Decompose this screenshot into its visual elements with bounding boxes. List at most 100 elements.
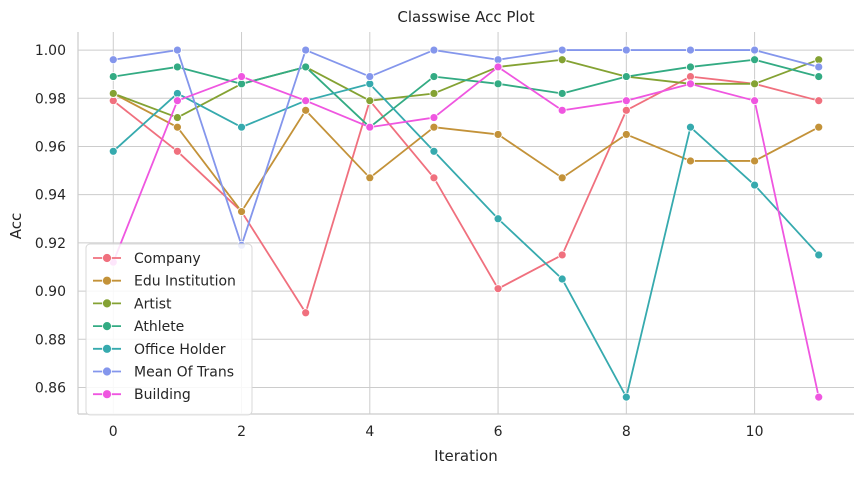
data-point	[621, 392, 631, 402]
data-point	[429, 72, 439, 81]
data-point	[173, 62, 182, 72]
legend-swatch-marker	[102, 343, 112, 354]
series-mean-of-trans	[108, 45, 824, 250]
data-point	[686, 122, 695, 132]
y-tick-label: 0.92	[35, 236, 66, 252]
legend-label: Building	[134, 387, 191, 403]
data-point	[108, 55, 118, 65]
chart-title: Classwise Acc Plot	[397, 8, 534, 26]
data-point	[365, 72, 375, 81]
data-point	[686, 62, 695, 72]
data-point	[557, 274, 567, 284]
data-point	[429, 173, 439, 183]
data-point	[493, 62, 503, 72]
legend-item: Athlete	[93, 319, 184, 335]
series-artist	[108, 55, 824, 122]
data-point	[621, 105, 631, 115]
x-tick-label: 6	[494, 424, 503, 440]
series-line	[112, 92, 820, 213]
series-line	[113, 49, 819, 247]
axes: 0 2 4 6 8 10 0.86 0.88 0.90 0.92 0.94 0.96 0.98 1.00	[35, 32, 854, 440]
series-office-holder	[108, 79, 824, 402]
y-tick-label: 0.86	[35, 380, 66, 396]
legend-swatch-marker	[102, 298, 112, 309]
legend-swatch-marker	[102, 253, 112, 263]
data-point	[429, 122, 439, 132]
legend-item: Company	[93, 251, 201, 267]
series-line	[112, 58, 820, 119]
data-point	[493, 214, 503, 224]
data-point	[750, 45, 759, 55]
data-point	[237, 122, 246, 132]
data-point	[621, 130, 631, 139]
series-athlete	[108, 55, 824, 132]
data-point	[621, 45, 631, 55]
series-line	[113, 58, 819, 129]
data-point	[621, 96, 631, 106]
y-axis-title: Acc	[7, 213, 25, 240]
legend-item: Mean Of Trans	[93, 365, 234, 381]
y-tick-label: 0.96	[35, 139, 66, 155]
data-point	[557, 173, 567, 183]
series-lines	[108, 45, 824, 402]
data-point	[814, 392, 824, 402]
x-tick-label: 0	[109, 424, 118, 440]
data-point	[108, 96, 118, 106]
y-tick-label: 0.94	[35, 188, 66, 204]
legend-item: Building	[93, 387, 191, 403]
data-point	[429, 89, 439, 98]
data-point	[108, 89, 118, 98]
y-tick-label: 0.98	[35, 91, 66, 107]
legend-swatch-marker	[102, 366, 112, 377]
data-point	[750, 180, 759, 190]
data-point	[686, 79, 695, 89]
legend-item: Office Holder	[93, 342, 226, 358]
legend-label: Athlete	[134, 319, 184, 335]
data-point	[173, 113, 182, 122]
data-point	[557, 250, 567, 260]
data-point	[173, 45, 182, 55]
data-point	[686, 45, 695, 55]
data-point	[814, 72, 824, 81]
y-tick-label: 0.88	[35, 332, 66, 348]
legend-swatch-marker	[102, 389, 112, 400]
x-tick-label: 8	[622, 424, 631, 440]
data-point	[173, 96, 182, 106]
legend-swatch-marker	[102, 321, 112, 332]
x-axis-title: Iteration	[434, 447, 498, 465]
data-point	[365, 173, 375, 183]
series-line	[112, 82, 820, 399]
data-point	[365, 79, 375, 89]
data-point	[429, 45, 439, 55]
data-point	[814, 250, 824, 260]
data-point	[493, 79, 503, 89]
legend-label: Mean Of Trans	[134, 365, 234, 381]
series-edu-institution	[108, 89, 824, 216]
data-point	[814, 96, 824, 106]
data-point	[237, 79, 246, 89]
data-point	[237, 72, 246, 81]
legend-item: Edu Institution	[93, 274, 236, 290]
data-point	[173, 89, 182, 98]
legend-label: Edu Institution	[134, 274, 236, 290]
data-point	[814, 62, 824, 72]
data-point	[686, 156, 695, 166]
data-point	[108, 72, 118, 81]
data-point	[814, 55, 824, 65]
data-point	[621, 72, 631, 81]
data-point	[365, 122, 375, 132]
series-line	[112, 66, 820, 398]
legend-item: Artist	[93, 296, 172, 312]
data-point	[557, 55, 567, 65]
y-tick-label: 0.90	[35, 284, 66, 300]
legend-label: Company	[134, 251, 201, 267]
legend-box	[85, 243, 253, 416]
legend-swatch-marker	[102, 275, 112, 286]
data-point	[493, 284, 503, 294]
data-point	[173, 146, 182, 156]
data-point	[557, 45, 567, 55]
data-point	[173, 122, 182, 132]
series-line	[112, 75, 819, 314]
